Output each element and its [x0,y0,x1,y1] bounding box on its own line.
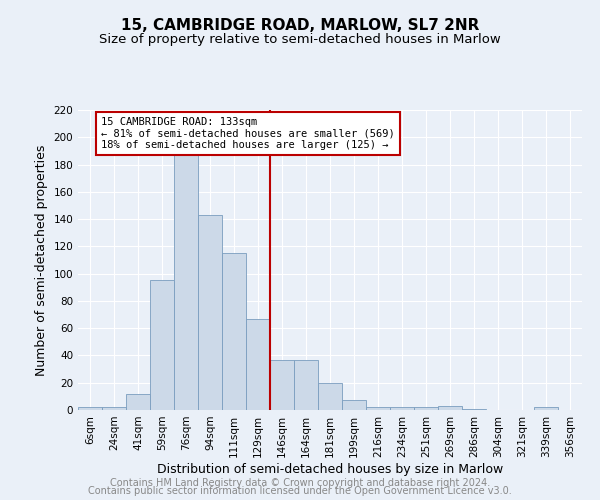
Bar [390,408,414,410]
Bar [414,408,438,410]
Bar [102,408,126,410]
Y-axis label: Number of semi-detached properties: Number of semi-detached properties [35,144,48,376]
Text: 15 CAMBRIDGE ROAD: 133sqm
← 81% of semi-detached houses are smaller (569)
18% of: 15 CAMBRIDGE ROAD: 133sqm ← 81% of semi-… [101,117,395,150]
X-axis label: Distribution of semi-detached houses by size in Marlow: Distribution of semi-detached houses by … [157,462,503,475]
Bar [198,215,222,410]
Bar [246,318,270,410]
Bar [462,408,486,410]
Text: Contains public sector information licensed under the Open Government Licence v3: Contains public sector information licen… [88,486,512,496]
Text: Size of property relative to semi-detached houses in Marlow: Size of property relative to semi-detach… [99,32,501,46]
Bar [318,382,342,410]
Bar [78,408,102,410]
Bar [438,406,462,410]
Bar [150,280,174,410]
Bar [174,138,198,410]
Bar [126,394,150,410]
Text: 15, CAMBRIDGE ROAD, MARLOW, SL7 2NR: 15, CAMBRIDGE ROAD, MARLOW, SL7 2NR [121,18,479,32]
Bar [534,408,558,410]
Bar [294,360,318,410]
Text: Contains HM Land Registry data © Crown copyright and database right 2024.: Contains HM Land Registry data © Crown c… [110,478,490,488]
Bar [222,253,246,410]
Bar [270,360,294,410]
Bar [342,400,366,410]
Bar [366,408,390,410]
